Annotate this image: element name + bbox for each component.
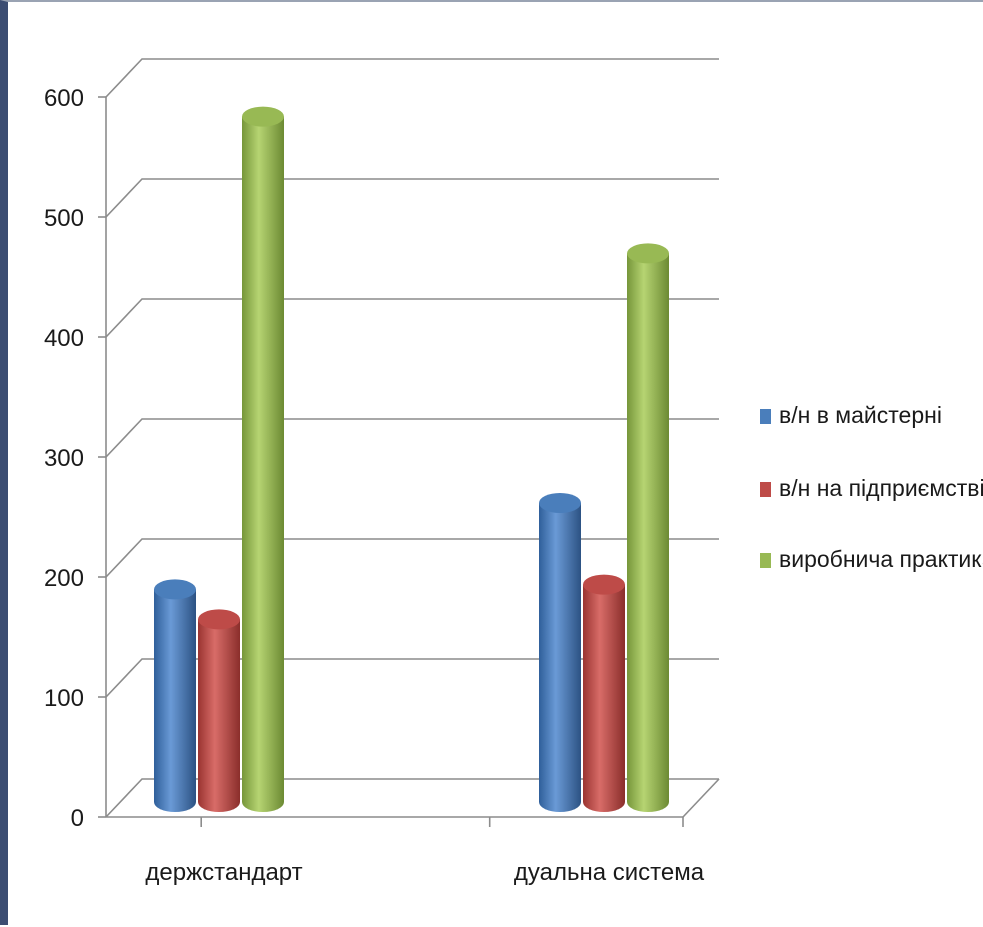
floor-edge xyxy=(682,778,720,818)
legend-label: в/н на підприємстві xyxy=(779,475,983,501)
bar xyxy=(242,106,284,813)
legend-swatch xyxy=(760,553,771,568)
bar-top xyxy=(539,493,581,513)
bar-top xyxy=(242,106,284,127)
y-tick-label: 100 xyxy=(44,685,84,712)
bar-chart: 0 100 200 300 400 500 600 держстандарт дуальна с… xyxy=(44,58,983,886)
bar-body xyxy=(198,619,240,812)
gridline xyxy=(105,538,719,578)
gridline xyxy=(105,778,719,818)
y-tick-label: 400 xyxy=(44,325,84,352)
bar xyxy=(154,579,196,812)
bar-top xyxy=(154,579,196,600)
gridline xyxy=(105,418,719,458)
bar-body xyxy=(154,589,196,812)
bar-body xyxy=(539,503,581,812)
y-tick-label: 0 xyxy=(71,805,84,832)
legend-label: виробнича практика xyxy=(779,546,983,572)
bar xyxy=(627,243,669,812)
bar-body xyxy=(242,116,284,813)
bar xyxy=(539,493,581,812)
x-category-label: дуальна система xyxy=(514,859,705,886)
gridline xyxy=(105,178,719,218)
bar-top xyxy=(198,609,240,630)
bar-body xyxy=(627,253,669,812)
bar-top xyxy=(627,243,669,264)
y-tick-label: 200 xyxy=(44,565,84,592)
bar xyxy=(583,574,625,812)
bar xyxy=(198,609,240,812)
gridline xyxy=(105,658,719,698)
bar-body xyxy=(583,584,625,812)
y-tick-label: 500 xyxy=(44,205,84,232)
legend-label: в/н в майстерні xyxy=(779,402,942,428)
legend-swatch xyxy=(760,409,771,424)
y-tick-label: 300 xyxy=(44,445,84,472)
gridline xyxy=(105,298,719,338)
bar-top xyxy=(583,574,625,595)
x-category-label: держстандарт xyxy=(145,859,302,886)
legend-swatch xyxy=(760,482,771,497)
gridline xyxy=(105,58,719,98)
y-tick-label: 600 xyxy=(44,85,84,112)
